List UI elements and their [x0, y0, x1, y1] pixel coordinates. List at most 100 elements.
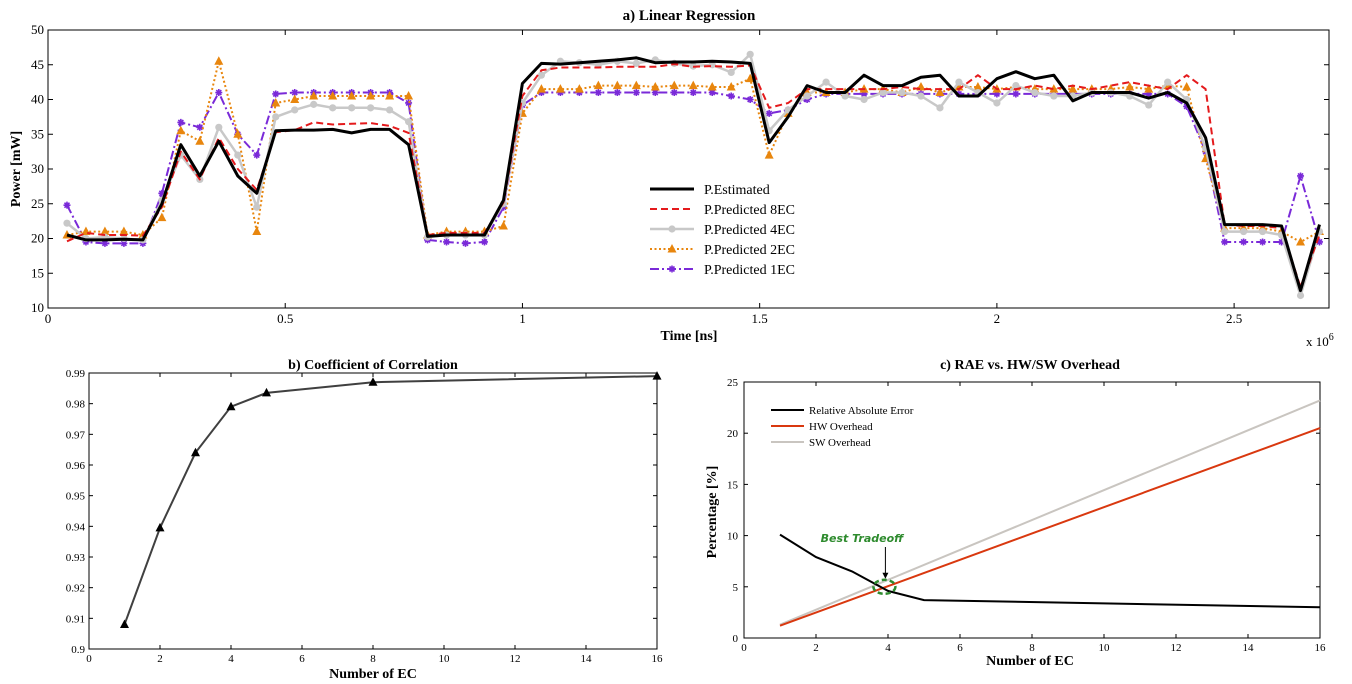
- panel-c-xtick-label: 2: [813, 642, 819, 654]
- legend-label: P.Predicted 4EC: [704, 223, 795, 238]
- series-point: [1145, 101, 1153, 109]
- panel-b-xtick-label: 2: [157, 653, 163, 665]
- series-line-p-predicted-1ec: [66, 91, 1321, 245]
- series-point: [650, 81, 660, 91]
- series-line-sw-overhead: [779, 399, 1321, 626]
- series-point: [191, 447, 200, 457]
- legend-label: P.Predicted 8EC: [704, 203, 795, 218]
- series-point: [480, 238, 488, 246]
- series-point: [727, 92, 735, 100]
- series-point: [574, 84, 584, 93]
- panel-a-xtick-label: 0.5: [277, 311, 293, 326]
- panel-b-xtick-label: 0: [86, 653, 92, 665]
- panel-a-xtick-label: 1.5: [752, 311, 768, 326]
- series-point: [158, 189, 166, 197]
- panel-a-plot-frame: [47, 29, 1330, 309]
- series-point: [404, 91, 414, 100]
- series-point: [1144, 84, 1154, 93]
- series-point: [860, 90, 868, 98]
- series-point: [594, 89, 602, 97]
- panel-a-ytick-label: 40: [31, 92, 44, 107]
- panel-a-xtick-label: 2.5: [1226, 311, 1242, 326]
- series-point: [226, 401, 236, 411]
- panel-a-ticks: 0 0.5 1 1.5 2 2.5 10 15 20 25 30 35 40 45 50: [31, 22, 1329, 326]
- series-point: [1164, 78, 1172, 86]
- series-point: [536, 84, 546, 93]
- series-point: [841, 92, 849, 100]
- panel-c-title: c) RAE vs. HW/SW Overhead: [940, 358, 1120, 373]
- panel-b-correlation: b) Coefficient of Correlation 0 2 4 6 8 10 12 1…: [66, 358, 663, 682]
- series-point: [689, 89, 697, 97]
- panel-b-ytick-label: 0.94: [66, 521, 86, 533]
- series-point: [707, 81, 717, 91]
- panel-a-ytick-label: 30: [31, 161, 44, 176]
- panel-c-xtick-label: 0: [741, 642, 747, 654]
- series-point: [101, 239, 109, 247]
- series-point: [215, 89, 223, 97]
- panel-b-xtick-label: 4: [228, 653, 234, 665]
- legend-label: SW Overhead: [809, 437, 871, 449]
- panel-c-ytick-label: 10: [727, 531, 739, 543]
- series-point: [233, 129, 243, 138]
- series-point: [612, 80, 622, 90]
- panel-a-ytick-label: 35: [31, 126, 44, 141]
- panel-b-xtick-label: 12: [510, 653, 521, 665]
- panel-b-xlabel: Number of EC: [329, 667, 417, 682]
- series-point: [726, 81, 736, 91]
- series-point: [764, 150, 774, 159]
- panel-b-xtick-label: 8: [370, 653, 376, 665]
- series-point: [669, 80, 679, 90]
- series-point: [1068, 84, 1078, 93]
- panel-c-xlabel: Number of EC: [986, 654, 1074, 669]
- series-point: [498, 220, 508, 230]
- legend-label: P.Predicted 2EC: [704, 243, 795, 258]
- series-point: [537, 71, 546, 79]
- panel-a-xlabel: Time [ns]: [661, 329, 718, 344]
- series-point: [1278, 238, 1286, 246]
- series-point: [385, 91, 395, 100]
- series-point: [993, 99, 1001, 107]
- panel-b-title: b) Coefficient of Correlation: [288, 358, 458, 373]
- series-point: [348, 104, 356, 112]
- series-point: [443, 238, 451, 246]
- series-point: [404, 118, 413, 126]
- panel-b-ytick-label: 0.9: [71, 644, 85, 656]
- series-point: [727, 68, 735, 76]
- series-point: [196, 123, 204, 131]
- best-tradeoff-label: Best Tradeoff: [821, 532, 906, 545]
- series-point: [272, 113, 280, 121]
- series-point: [973, 81, 983, 91]
- panel-a-xtick-label: 2: [994, 311, 1001, 326]
- series-point: [1182, 81, 1192, 91]
- panel-a-ytick-label: 45: [31, 57, 44, 72]
- series-point: [936, 104, 944, 112]
- series-point: [803, 92, 811, 100]
- series-point: [195, 136, 205, 145]
- series-point: [291, 89, 299, 97]
- panel-a-x-multiplier-exp: 6: [1329, 332, 1334, 343]
- panel-c-xtick-label: 6: [957, 642, 963, 654]
- best-tradeoff-arrow-head: [882, 572, 889, 579]
- series-point: [935, 87, 945, 97]
- legend-label: HW Overhead: [809, 421, 873, 433]
- series-point: [176, 125, 186, 135]
- panel-c-ytick-label: 5: [733, 582, 739, 594]
- series-point: [632, 89, 640, 97]
- panel-b-ytick-label: 0.96: [66, 460, 86, 472]
- series-point: [1297, 172, 1305, 180]
- best-tradeoff-annotation: Best Tradeoff: [821, 532, 906, 596]
- series-point: [1240, 227, 1248, 236]
- series-point: [1125, 81, 1135, 91]
- series-point: [253, 151, 261, 159]
- series-point: [917, 92, 925, 100]
- series-point: [100, 226, 110, 236]
- series-point: [746, 50, 754, 58]
- series-point: [1031, 88, 1039, 97]
- panel-c-xtick-label: 4: [885, 642, 891, 654]
- series-point: [955, 78, 963, 86]
- series-point: [879, 88, 887, 97]
- series-point: [1240, 238, 1248, 246]
- series-point: [593, 80, 603, 90]
- series-point: [1145, 90, 1153, 98]
- series-point: [746, 96, 754, 103]
